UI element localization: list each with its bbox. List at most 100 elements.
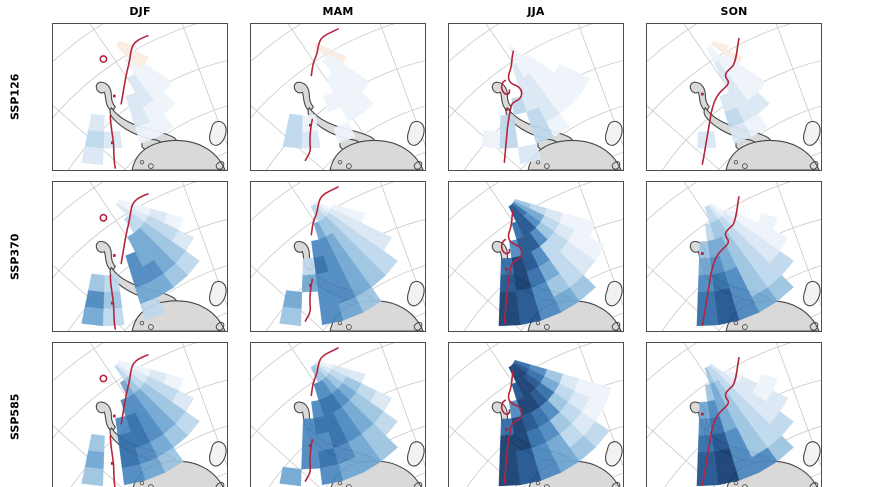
ice-edge-contour <box>304 186 339 322</box>
small-island-b <box>535 480 541 486</box>
data-cells <box>480 45 591 165</box>
ice-edge-dot-marker <box>112 254 116 257</box>
map-svg-SSP126-SON <box>647 24 821 170</box>
ice-edge-dot-marker <box>700 412 704 416</box>
ice-edge-dot-marker <box>308 123 312 127</box>
map-svg-SSP126-JJA <box>449 24 623 170</box>
corner-coast-squiggle <box>215 482 225 487</box>
ice-edge-ring-marker <box>99 374 108 383</box>
peninsula-tip <box>95 401 116 433</box>
map-panel-SSP126-JJA <box>448 23 624 171</box>
peninsula-tip <box>293 81 314 113</box>
right-island <box>803 120 821 146</box>
corner-coast-squiggle <box>809 482 819 487</box>
small-island-a <box>544 484 550 487</box>
right-island <box>407 280 425 307</box>
right-island <box>605 441 623 467</box>
data-cells <box>279 200 398 327</box>
map-svg-SSP585-MAM <box>251 343 425 487</box>
right-island <box>803 280 821 307</box>
mainland <box>329 139 424 170</box>
right-island <box>209 280 227 307</box>
mainland <box>131 139 226 170</box>
ice-edge-dot-marker <box>112 94 116 98</box>
ice-edge-dot-marker <box>110 141 114 145</box>
corner-coast-squiggle <box>611 161 621 170</box>
ice-edge-dot-marker <box>308 283 312 287</box>
ice-edge-contour <box>500 209 523 324</box>
ice-edge-contour <box>99 354 149 487</box>
ice-edge-ring-marker <box>99 213 108 222</box>
ice-edge-contour <box>304 347 339 482</box>
small-island-a <box>742 484 748 487</box>
small-island-a <box>148 163 154 169</box>
ice-edge-contour <box>99 193 149 330</box>
small-island-a <box>742 163 748 169</box>
ice-edge-contour <box>304 28 339 162</box>
ice-edge-contour <box>700 357 740 486</box>
small-island-b <box>139 320 145 326</box>
small-island-b <box>535 320 541 326</box>
small-island-b <box>733 480 739 486</box>
map-panel-SSP585-JJA <box>448 342 624 487</box>
map-panel-SSP585-SON <box>646 342 822 487</box>
corner-coast-squiggle <box>413 321 423 331</box>
data-cells <box>498 359 612 487</box>
data-cells <box>81 359 200 487</box>
peninsula-tip <box>689 81 710 113</box>
map-svg-SSP585-DJF <box>53 343 227 487</box>
right-island <box>605 280 623 307</box>
data-cells <box>498 199 606 327</box>
ice-edge-dot-marker <box>504 108 508 112</box>
column-header-son: SON <box>720 5 748 18</box>
ice-edge-ring-marker <box>99 55 108 63</box>
small-island-a <box>148 324 154 330</box>
land-coastline <box>95 81 227 170</box>
ice-edge-dot-marker <box>112 414 116 418</box>
small-island-a <box>544 324 550 330</box>
small-island-b <box>337 160 343 165</box>
right-island <box>209 441 227 467</box>
data-cells <box>696 202 794 327</box>
data-cells <box>697 40 771 149</box>
ice-edge-dot-marker <box>110 461 114 465</box>
ice-edge-dot-marker <box>700 92 704 96</box>
data-cells <box>279 359 398 487</box>
corner-coast-squiggle <box>215 161 225 170</box>
peninsula-tip <box>95 81 116 113</box>
corner-coast-squiggle <box>413 482 423 487</box>
peninsula-tip <box>491 81 512 113</box>
ice-edge-contour <box>500 369 523 484</box>
small-island-a <box>544 163 550 169</box>
corner-coast-squiggle <box>215 321 225 331</box>
map-panel-SSP370-DJF <box>52 181 228 332</box>
map-panel-SSP126-MAM <box>250 23 426 171</box>
small-island-b <box>733 160 739 165</box>
map-panel-SSP585-MAM <box>250 342 426 487</box>
ice-edge-dot-marker <box>504 428 508 432</box>
land-coastline <box>293 81 425 170</box>
map-svg-SSP585-JJA <box>449 343 623 487</box>
ice-edge-dot-marker <box>700 252 704 255</box>
ice-edge-dot-marker <box>308 444 312 447</box>
map-panel-SSP585-DJF <box>52 342 228 487</box>
small-island-b <box>337 480 343 486</box>
small-island-a <box>346 163 352 169</box>
map-panel-SSP126-SON <box>646 23 822 171</box>
map-svg-SSP370-DJF <box>53 182 227 331</box>
map-svg-SSP370-MAM <box>251 182 425 331</box>
ice-edge-contour <box>700 37 740 165</box>
right-island <box>209 120 227 146</box>
corner-coast-squiggle <box>809 321 819 331</box>
small-island-a <box>346 484 352 487</box>
peninsula-tip <box>95 240 116 272</box>
small-island-b <box>139 160 145 165</box>
mainland <box>725 139 820 170</box>
corner-coast-squiggle <box>809 161 819 170</box>
corner-coast-squiggle <box>611 321 621 331</box>
map-svg-SSP585-SON <box>647 343 821 487</box>
corner-coast-squiggle <box>611 482 621 487</box>
small-island-a <box>346 324 352 330</box>
map-panel-SSP370-SON <box>646 181 822 332</box>
